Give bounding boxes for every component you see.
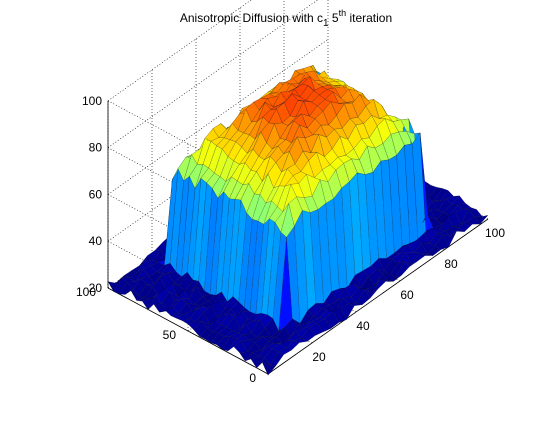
chart-title: Anisotropic Diffusion with c1 5th iterat… [180,8,392,29]
z-tick-label: 80 [89,141,103,155]
surface-patch [474,214,489,225]
z-tick-label: 100 [82,94,102,108]
z-tick-label: 20 [89,281,103,295]
grid-line [107,100,269,188]
y-tick-label: 50 [163,328,177,342]
y-tick-label: 0 [249,371,256,385]
x-axis-line [267,218,489,375]
x-tick-label: 20 [312,350,326,364]
x-tick-label: 40 [356,319,370,333]
z-tick-label: 60 [89,187,103,201]
y-axis-line [107,287,269,375]
surface [107,65,489,376]
x-tick-label: 100 [485,226,505,240]
z-tick-label: 40 [89,234,103,248]
x-tick-label: 60 [400,288,414,302]
x-tick-label: 80 [444,257,458,271]
y-tick-label: 100 [76,285,96,299]
